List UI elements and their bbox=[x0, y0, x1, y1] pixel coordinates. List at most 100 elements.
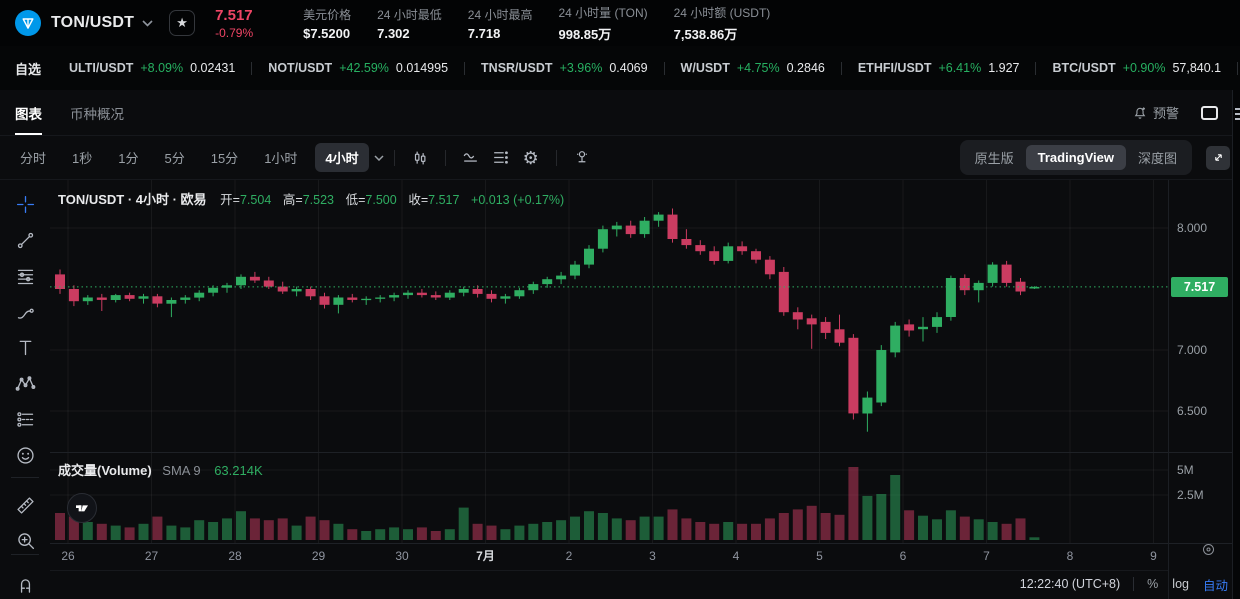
watchlist-ticker-bar: 自选 ULTI/USDT +8.09% 0.02431 NOT/USDT +42.59%… bbox=[0, 46, 1240, 90]
price-change-percent: -0.79% bbox=[215, 25, 254, 40]
mode-TradingView[interactable]: TradingView bbox=[1025, 145, 1126, 170]
legend-open: 7.504 bbox=[239, 193, 272, 207]
price-tick-6.500: 6.500 bbox=[1177, 404, 1208, 418]
watch-ticker-ethfi-usdt[interactable]: ETHFI/USDT +6.41% 1.927 bbox=[857, 61, 1020, 75]
stat-24h-high: 24 小时最高 7.718 bbox=[467, 7, 533, 41]
svg-text:26: 26 bbox=[61, 549, 75, 563]
timeframe-active-dropdown[interactable]: 4小时 bbox=[315, 143, 384, 172]
stat-24h-turnover-usdt: 24 小时额 (USDT) 7,538.86万 bbox=[673, 5, 771, 42]
tool-fib-retracement-icon[interactable] bbox=[9, 260, 41, 292]
tool-text-icon[interactable] bbox=[9, 331, 41, 363]
timeframe-1秒[interactable]: 1秒 bbox=[72, 151, 93, 166]
indicators-icon[interactable] bbox=[486, 143, 516, 173]
watch-ticker-tnsr-usdt[interactable]: TNSR/USDT +3.96% 0.4069 bbox=[481, 61, 648, 75]
watch-ticker-not-usdt[interactable]: NOT/USDT +42.59% 0.014995 bbox=[268, 61, 449, 75]
svg-text:7月: 7月 bbox=[476, 549, 495, 563]
tool-brush-icon[interactable] bbox=[9, 296, 41, 328]
page-tabs-row: 图表 币种概况 预警 bbox=[0, 90, 1240, 136]
chevron-down-icon bbox=[374, 154, 384, 161]
star-icon: ★ bbox=[176, 15, 188, 30]
chart-canvas[interactable]: 26 27 28 29 30 7月 2 3 4 5 6 7 8 9 bbox=[50, 180, 1168, 599]
volume-value: 63.214K bbox=[214, 463, 263, 478]
last-price: 7.517 bbox=[215, 6, 253, 24]
tab-coin-overview[interactable]: 币种概况 bbox=[70, 106, 124, 122]
watch-ticker-btc-usdt[interactable]: BTC/USDT +0.90% 57,840.1 bbox=[1052, 61, 1222, 75]
chart-area: 26 27 28 29 30 7月 2 3 4 5 6 7 8 9 TON/USDT · 4小时 · 欧易… bbox=[50, 180, 1168, 599]
chart-mode-switch: 原生版 TradingView 深度图 bbox=[959, 140, 1192, 175]
stat-usd-price: 美元价格 $7.5200 bbox=[303, 7, 352, 41]
svg-text:28: 28 bbox=[228, 549, 242, 563]
ton-coin-icon bbox=[15, 10, 41, 36]
svg-text:9: 9 bbox=[1150, 549, 1157, 563]
watch-ticker-ulti-usdt[interactable]: ULTI/USDT +8.09% 0.02431 bbox=[69, 61, 236, 75]
watchlist-label[interactable]: 自选 bbox=[15, 61, 42, 77]
line-style-icon[interactable] bbox=[456, 143, 486, 173]
pair-title[interactable]: TON/USDT bbox=[51, 14, 135, 31]
watchlist-items: ULTI/USDT +8.09% 0.02431 NOT/USDT +42.59% 0.0… bbox=[69, 61, 1240, 75]
legend-title: TON/USDT · 4小时 · 欧易 bbox=[58, 192, 207, 207]
tool-trend-line-icon[interactable] bbox=[9, 224, 41, 256]
tradingview-watermark-icon[interactable] bbox=[67, 493, 97, 523]
timeframe-1小时[interactable]: 1小时 bbox=[264, 151, 298, 166]
tool-ruler-icon[interactable] bbox=[9, 489, 41, 521]
ohlc-legend[interactable]: TON/USDT · 4小时 · 欧易 开=7.504 高=7.523 低=7.… bbox=[58, 192, 565, 207]
settings-gear-icon[interactable]: ⚙ bbox=[522, 147, 539, 168]
drawing-toolbar bbox=[0, 180, 50, 599]
pair-dropdown-chevron-icon[interactable] bbox=[142, 14, 153, 32]
volume-ma-label: SMA 9 bbox=[162, 463, 201, 478]
timeframe-1分[interactable]: 1分 bbox=[118, 151, 139, 166]
price-axis[interactable]: 8.000 7.000 6.500 5M 2.5M 7.517 bbox=[1168, 180, 1233, 599]
stat-24h-low: 24 小时最低 7.302 bbox=[377, 7, 442, 41]
tool-emoji-icon[interactable] bbox=[9, 439, 41, 471]
alert-label: 预警 bbox=[1152, 106, 1179, 121]
tool-xabcd-pattern-icon[interactable] bbox=[9, 367, 41, 399]
price-alert-button[interactable]: 预警 bbox=[1132, 103, 1179, 122]
svg-text:30: 30 bbox=[395, 549, 409, 563]
svg-text:8: 8 bbox=[1067, 549, 1074, 563]
last-price-label: 7.517 bbox=[1171, 277, 1228, 297]
timeframe-15分[interactable]: 15分 bbox=[210, 151, 239, 166]
legend-close: 7.517 bbox=[428, 193, 460, 207]
scale-settings-icon[interactable] bbox=[1201, 542, 1216, 562]
volume-legend[interactable]: 成交量(Volume) SMA 9 63.214K bbox=[58, 463, 263, 478]
legend-high: 7.523 bbox=[302, 193, 334, 207]
layout-panel-icon[interactable] bbox=[1201, 105, 1218, 120]
clock-utc[interactable]: 12:22:40 (UTC+8) bbox=[1019, 577, 1121, 591]
chart-statusbar: 12:22:40 (UTC+8) % log 自动 bbox=[760, 571, 1228, 597]
timeframe-active-label: 4小时 bbox=[315, 143, 369, 172]
favorite-star-button[interactable]: ★ bbox=[169, 10, 196, 36]
log-scale-button[interactable]: log bbox=[1172, 577, 1189, 591]
tool-magnet-icon[interactable] bbox=[9, 566, 41, 598]
svg-text:3: 3 bbox=[649, 549, 656, 563]
legend-change: +0.013 (+0.17%) bbox=[471, 193, 565, 207]
auto-scale-button[interactable]: 自动 bbox=[1202, 578, 1228, 593]
menu-hamburger-icon[interactable] bbox=[1235, 108, 1240, 123]
tool-long-position-icon[interactable] bbox=[9, 403, 41, 435]
mode-原生版[interactable]: 原生版 bbox=[974, 151, 1014, 166]
tool-zoom-in-icon[interactable] bbox=[9, 524, 41, 556]
mode-深度图[interactable]: 深度图 bbox=[1137, 151, 1177, 166]
screenshot-icon[interactable] bbox=[567, 143, 597, 173]
price-tick-7.000: 7.000 bbox=[1177, 343, 1208, 357]
tool-crosshair-icon[interactable] bbox=[9, 188, 41, 220]
chart-toolbar: 分时 1秒 1分 5分 15分 1小时 4小时 ⚙ bbox=[0, 136, 1240, 180]
svg-text:6: 6 bbox=[900, 549, 907, 563]
svg-text:7: 7 bbox=[983, 549, 990, 563]
price-tick-8.000: 8.000 bbox=[1177, 221, 1208, 235]
candles-icon[interactable] bbox=[405, 143, 435, 173]
right-sidebar-strip bbox=[1232, 90, 1240, 599]
svg-text:27: 27 bbox=[145, 549, 159, 563]
timeframe-分时[interactable]: 分时 bbox=[20, 151, 47, 166]
svg-text:4: 4 bbox=[733, 549, 740, 563]
svg-text:2: 2 bbox=[566, 549, 573, 563]
stat-24h-volume-ton: 24 小时量 (TON) 998.85万 bbox=[558, 5, 648, 42]
tab-chart[interactable]: 图表 bbox=[15, 90, 42, 135]
svg-text:5: 5 bbox=[816, 549, 823, 563]
percent-scale-button[interactable]: % bbox=[1147, 577, 1159, 591]
watch-ticker-w-usdt[interactable]: W/USDT +4.75% 0.2846 bbox=[680, 61, 825, 75]
timeframe-5分[interactable]: 5分 bbox=[164, 151, 185, 166]
volume-tick-2.5M: 2.5M bbox=[1177, 488, 1204, 502]
fullscreen-expand-icon[interactable] bbox=[1206, 145, 1230, 170]
svg-text:29: 29 bbox=[312, 549, 326, 563]
